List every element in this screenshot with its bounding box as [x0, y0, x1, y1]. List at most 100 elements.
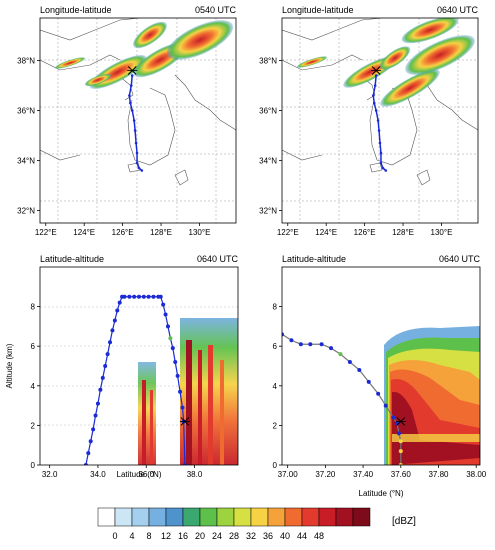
- y-tick-label: 8: [31, 303, 36, 312]
- colorbar-tick-label: 12: [161, 531, 171, 541]
- origin-marker: [179, 417, 190, 426]
- trajectory-point: [93, 413, 98, 418]
- panel-d-axes: 37.00 37.20 37.40 37.60 37.80 38.00 0 2 4 6 8: [273, 303, 487, 479]
- trajectory-point: [396, 431, 401, 436]
- trajectory-point: [95, 401, 100, 406]
- x-tick-label: 37.40: [353, 470, 374, 479]
- panel-c-time: 0640 UTC: [197, 254, 239, 264]
- y-tick-label: 32°N: [17, 207, 35, 216]
- colorbar-tick-label: 4: [129, 531, 134, 541]
- colorbar-tick-label: 8: [146, 531, 151, 541]
- trajectory-point: [379, 151, 383, 155]
- colorbar-tick-label: 24: [212, 531, 222, 541]
- trajectory-point: [338, 352, 343, 357]
- y-tick-label: 34°N: [17, 157, 35, 166]
- colorbar-tick-label: 0: [112, 531, 117, 541]
- y-tick-label: 36°N: [17, 107, 35, 116]
- trajectory-point: [178, 389, 183, 394]
- colorbar-tick-label: 36: [263, 531, 273, 541]
- panel-a-title: Longitude-latitude: [40, 5, 112, 15]
- y-tick-label: 36°N: [259, 107, 277, 116]
- trajectory-point: [137, 294, 141, 299]
- trajectory-point: [378, 141, 382, 145]
- trajectory-point: [83, 463, 88, 465]
- trajectory-point: [180, 405, 185, 410]
- panel-b-time: 0640 UTC: [437, 5, 479, 15]
- trajectory-point: [366, 379, 371, 384]
- trajectory-point: [158, 294, 163, 299]
- trajectory-point: [371, 94, 375, 97]
- trajectory-point: [112, 318, 117, 323]
- x-tick-label: 130°E: [189, 228, 211, 237]
- panel-a-frame: [39, 17, 237, 224]
- trajectory-point: [347, 360, 352, 365]
- trajectory-point: [377, 129, 381, 132]
- colorbar-tick-label: 16: [178, 531, 188, 541]
- panel-d-time: 0640 UTC: [439, 254, 481, 264]
- colorbar-swatch: [165, 507, 184, 527]
- trajectory-point: [373, 84, 377, 87]
- trajectory-point: [379, 161, 383, 165]
- panel-d-title: Latitude-altitude: [282, 254, 346, 264]
- trajectory-point: [175, 373, 180, 378]
- x-tick-label: 34.0: [90, 470, 106, 479]
- radar-echo-band: [296, 18, 475, 107]
- trajectory-point: [98, 387, 103, 392]
- trajectory-point: [110, 328, 115, 333]
- panel-cross-section-zoom: Latitude-altitude 0640 UTC 37.00 37.20 37.…: [273, 254, 487, 498]
- trajectory-point: [376, 119, 380, 122]
- trajectory-point: [130, 74, 134, 77]
- x-tick-label: 126°E: [354, 228, 376, 237]
- x-tick-label: 37.60: [391, 470, 412, 479]
- origin-marker: [127, 66, 138, 75]
- panel-a-axes: 122°E 124°E 126°E 128°E 130°E 32°N 34°N 36°N 38°…: [17, 57, 210, 238]
- trajectory-point: [146, 294, 151, 299]
- colorbar-swatch: [199, 507, 218, 527]
- trajectory-points: [128, 74, 144, 172]
- trajectory-point: [140, 169, 144, 172]
- trajectory-point: [108, 340, 113, 345]
- trajectory-point: [161, 302, 166, 307]
- trajectory-point: [376, 391, 381, 396]
- trajectory-point: [141, 294, 146, 299]
- trajectory-point: [128, 94, 131, 97]
- panel-c-axes: 32.0 34.0 36.0 38.0 0 2 4 6 8: [31, 303, 203, 479]
- trajectory-point: [282, 332, 284, 337]
- y-tick-label: 0: [31, 461, 36, 470]
- origin-marker: [395, 417, 406, 426]
- colorbar-unit: [dBZ]: [392, 516, 416, 527]
- y-tick-label: 2: [273, 421, 278, 430]
- x-tick-label: 128°E: [150, 228, 172, 237]
- trajectory-point: [129, 84, 133, 87]
- trajectory-point: [133, 129, 137, 132]
- trajectory-point: [129, 101, 132, 105]
- x-tick-label: 128°E: [392, 228, 414, 237]
- x-tick-label: 38.0: [187, 470, 203, 479]
- colorbar-swatch: [284, 507, 303, 527]
- x-tick-label: 37.20: [315, 470, 336, 479]
- colorbar-swatch: [97, 507, 116, 527]
- colorbar-tick-label: 48: [314, 531, 324, 541]
- x-tick-label: 37.00: [278, 470, 299, 479]
- trajectory-line: [85, 296, 186, 465]
- colorbar-swatch: [301, 507, 320, 527]
- y-tick-label: 6: [273, 342, 278, 351]
- trajectory-point: [398, 463, 403, 465]
- panel-c-title: Latitude-altitude: [40, 254, 104, 264]
- trajectory-point: [137, 166, 141, 170]
- x-tick-label: 38.00: [466, 470, 487, 479]
- y-tick-label: 34°N: [259, 157, 277, 166]
- colorbar-tick-label: 20: [195, 531, 205, 541]
- colorbar-tick-label: 40: [280, 531, 290, 541]
- colorbar-tick-label: 28: [229, 531, 239, 541]
- colorbar-swatch: [114, 507, 133, 527]
- trajectory-point: [105, 352, 110, 357]
- y-tick-label: 4: [31, 382, 36, 391]
- panel-b-frame: [281, 17, 479, 224]
- radar-echo-band: [54, 20, 234, 89]
- trajectory-point: [374, 74, 378, 77]
- trajectory-point: [100, 375, 105, 380]
- x-tick-label: 122°E: [35, 228, 57, 237]
- trajectory-point: [135, 151, 139, 155]
